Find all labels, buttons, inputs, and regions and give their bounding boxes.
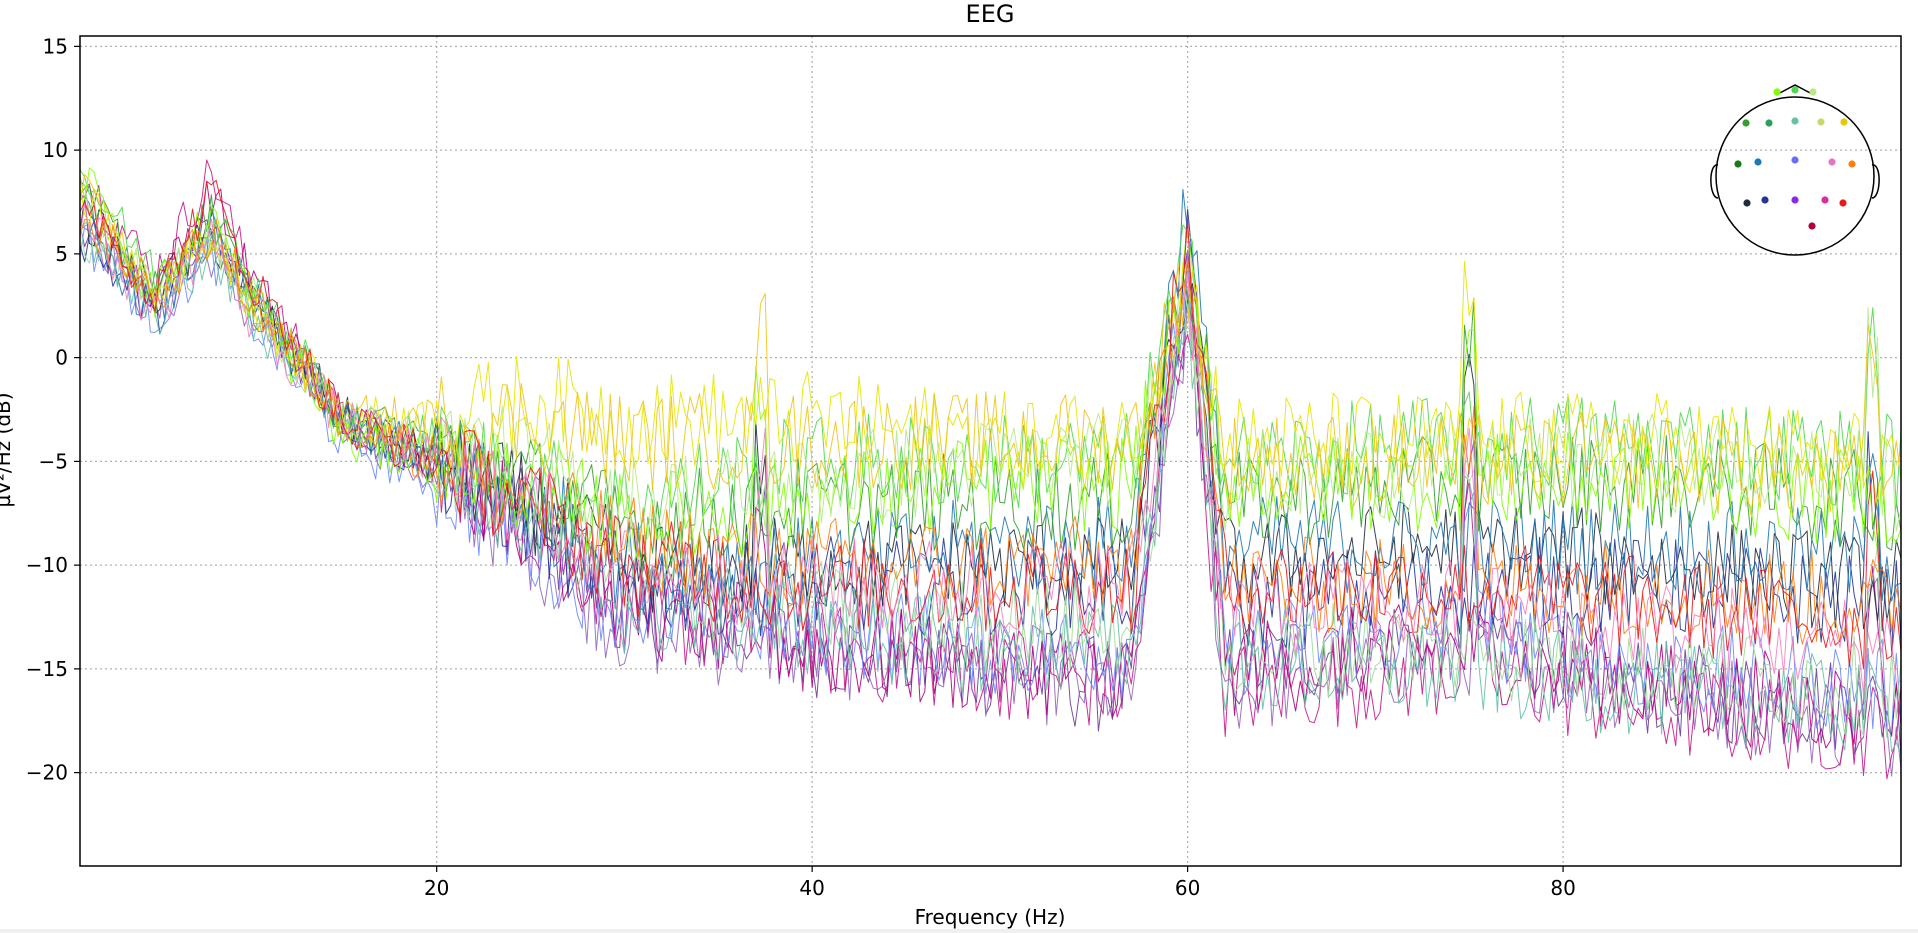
- sensor-dot: [1734, 160, 1742, 168]
- sensor-dot: [1791, 196, 1799, 204]
- series-line-16: [80, 174, 1901, 516]
- y-tick-label: 0: [55, 346, 68, 370]
- series-line-13: [80, 167, 1901, 569]
- sensor-dot: [1742, 119, 1750, 127]
- x-tick-label: 60: [1175, 876, 1200, 900]
- y-axis-ticks: 15 10 5 0 −5 −10 −15 −20: [26, 34, 80, 785]
- head-ear-left: [1710, 164, 1719, 199]
- sensor-dot: [1743, 199, 1751, 207]
- sensor-dot: [1773, 88, 1781, 96]
- sensor-location-inset: [1710, 84, 1880, 256]
- x-tick-label: 20: [424, 876, 449, 900]
- sensor-dot: [1828, 158, 1836, 166]
- y-tick-label: 5: [55, 242, 68, 266]
- sensor-dot: [1821, 196, 1829, 204]
- sensor-dot: [1817, 118, 1825, 126]
- grid-lines: [80, 36, 1901, 866]
- y-axis-label: µV²/Hz (dB): [0, 392, 15, 507]
- y-tick-label: −20: [26, 761, 68, 785]
- head-outline: [1715, 96, 1875, 256]
- series-line-10: [80, 217, 1901, 738]
- sensor-dots: [1734, 86, 1856, 230]
- series-line-14: [80, 178, 1901, 552]
- sensor-dot: [1791, 86, 1799, 94]
- sensor-dot: [1754, 158, 1762, 166]
- head-nose: [1775, 84, 1815, 96]
- sensor-dot: [1791, 156, 1799, 164]
- sensor-dot: [1791, 117, 1799, 125]
- plot-frame: [79, 35, 1902, 867]
- sensor-dot: [1809, 88, 1817, 96]
- series-line-19: [80, 203, 1901, 695]
- series-line-12: [80, 169, 1901, 541]
- y-tick-label: −5: [39, 449, 68, 473]
- window-bottom-strip: [0, 929, 1918, 933]
- y-tick-label: −10: [26, 553, 68, 577]
- sensor-dot: [1848, 160, 1856, 168]
- series-line-17: [80, 215, 1901, 645]
- head-ear-right: [1871, 164, 1880, 199]
- x-axis-ticks: 20 40 60 80: [424, 866, 1576, 900]
- x-axis-label: Frequency (Hz): [915, 905, 1066, 929]
- sensor-dot: [1840, 118, 1848, 126]
- sensor-dot: [1839, 199, 1847, 207]
- y-tick-label: 15: [43, 34, 68, 58]
- series-line-15: [80, 186, 1901, 508]
- x-tick-label: 40: [799, 876, 824, 900]
- series-group: [80, 159, 1901, 780]
- series-line-11: [80, 183, 1901, 572]
- sensor-dot: [1761, 196, 1769, 204]
- x-tick-label: 80: [1550, 876, 1575, 900]
- sensor-dot: [1808, 222, 1816, 230]
- y-tick-label: 10: [43, 138, 68, 162]
- chart-title: EEG: [966, 0, 1015, 28]
- sensor-dot: [1765, 119, 1773, 127]
- y-tick-label: −15: [26, 657, 68, 681]
